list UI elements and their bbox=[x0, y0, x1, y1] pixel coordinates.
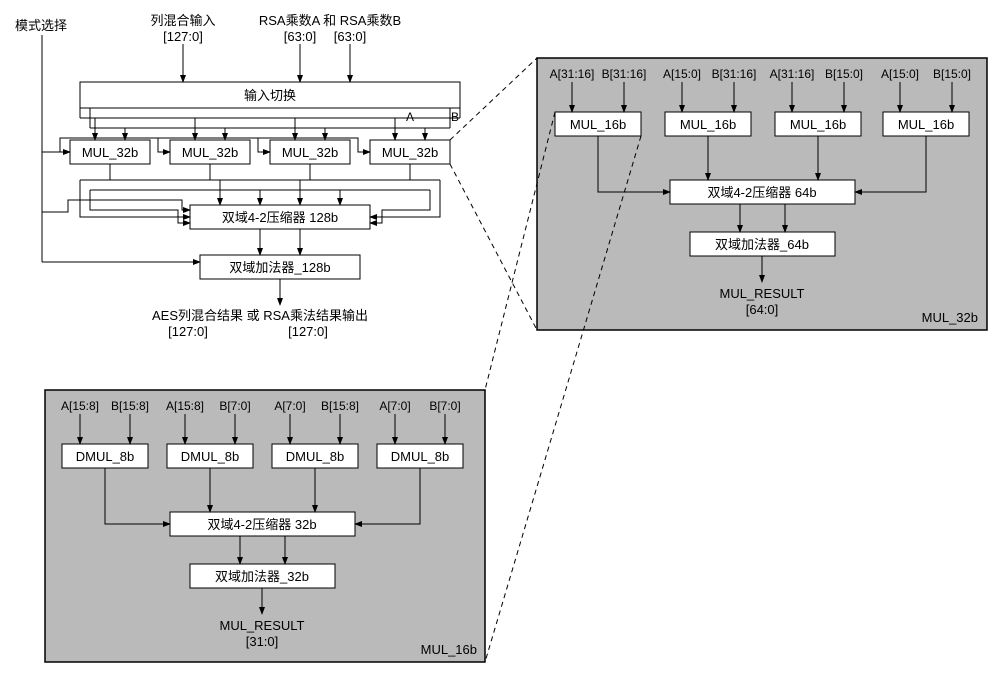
svg-text:MUL_32b: MUL_32b bbox=[182, 145, 238, 160]
svg-text:A[15:8]: A[15:8] bbox=[166, 399, 204, 413]
svg-text:B[7:0]: B[7:0] bbox=[219, 399, 250, 413]
svg-text:双域4-2压缩器 32b: 双域4-2压缩器 32b bbox=[207, 517, 316, 532]
svg-text:MUL_32b: MUL_32b bbox=[82, 145, 138, 160]
svg-text:双域加法器_64b: 双域加法器_64b bbox=[715, 237, 809, 252]
mode-select-label: 模式选择 bbox=[15, 18, 67, 33]
diagram-root: 模式选择 列混合输入 [127:0] RSA乘数A 和 RSA乘数B [63:0… bbox=[10, 10, 1000, 670]
col-mix-label: 列混合输入 bbox=[150, 13, 215, 28]
svg-text:双域4-2压缩器 128b: 双域4-2压缩器 128b bbox=[222, 210, 338, 225]
svg-text:MUL_16b: MUL_16b bbox=[898, 117, 954, 132]
svg-text:MUL_32b: MUL_32b bbox=[282, 145, 338, 160]
b-label: B bbox=[451, 110, 459, 124]
svg-text:DMUL_8b: DMUL_8b bbox=[391, 449, 450, 464]
svg-text:MUL_16b: MUL_16b bbox=[680, 117, 736, 132]
svg-text:B[15:0]: B[15:0] bbox=[933, 67, 971, 81]
svg-text:A[15:0]: A[15:0] bbox=[663, 67, 701, 81]
svg-text:A[31:16]: A[31:16] bbox=[550, 67, 595, 81]
out-label: AES列混合结果 或 RSA乘法结果输出 bbox=[152, 308, 368, 323]
a-label: A bbox=[406, 110, 414, 124]
svg-text:A[7:0]: A[7:0] bbox=[379, 399, 410, 413]
mul32-detail: MUL_32b A[31:16] B[31:16] A[15:0] B[31:1… bbox=[537, 58, 987, 330]
col-mix-bits: [127:0] bbox=[163, 29, 203, 44]
svg-text:MUL_16b: MUL_16b bbox=[790, 117, 846, 132]
svg-text:MUL_16b: MUL_16b bbox=[570, 117, 626, 132]
svg-text:B[15:0]: B[15:0] bbox=[825, 67, 863, 81]
out-bits-b: [127:0] bbox=[288, 324, 328, 339]
svg-text:双域加法器_128b: 双域加法器_128b bbox=[229, 260, 330, 275]
mul16-detail: MUL_16b A[15:8] B[15:8] A[15:8] B[7:0] A… bbox=[45, 390, 485, 662]
svg-text:MUL_RESULT: MUL_RESULT bbox=[219, 618, 304, 633]
svg-text:MUL_16b: MUL_16b bbox=[421, 642, 477, 657]
rsa-b-bits: [63:0] bbox=[334, 29, 367, 44]
rsa-label: RSA乘数A 和 RSA乘数B bbox=[259, 13, 401, 28]
svg-text:B[31:16]: B[31:16] bbox=[712, 67, 757, 81]
svg-text:[64:0]: [64:0] bbox=[746, 302, 779, 317]
out-bits-a: [127:0] bbox=[168, 324, 208, 339]
input-switch-label: 输入切换 bbox=[244, 88, 296, 103]
rsa-a-bits: [63:0] bbox=[284, 29, 317, 44]
svg-text:双域加法器_32b: 双域加法器_32b bbox=[215, 569, 309, 584]
svg-text:[31:0]: [31:0] bbox=[246, 634, 279, 649]
svg-text:A[7:0]: A[7:0] bbox=[274, 399, 305, 413]
top-diagram: 模式选择 列混合输入 [127:0] RSA乘数A 和 RSA乘数B [63:0… bbox=[15, 13, 460, 339]
svg-text:B[31:16]: B[31:16] bbox=[602, 67, 647, 81]
svg-text:DMUL_8b: DMUL_8b bbox=[286, 449, 345, 464]
svg-text:双域4-2压缩器 64b: 双域4-2压缩器 64b bbox=[707, 185, 816, 200]
connector-mul32-bot bbox=[450, 164, 537, 330]
svg-text:B[15:8]: B[15:8] bbox=[321, 399, 359, 413]
connector-mul32-top bbox=[450, 58, 537, 140]
svg-text:A[15:0]: A[15:0] bbox=[881, 67, 919, 81]
svg-text:MUL_32b: MUL_32b bbox=[922, 310, 978, 325]
svg-text:DMUL_8b: DMUL_8b bbox=[76, 449, 135, 464]
svg-text:B[15:8]: B[15:8] bbox=[111, 399, 149, 413]
svg-text:MUL_32b: MUL_32b bbox=[382, 145, 438, 160]
svg-text:B[7:0]: B[7:0] bbox=[429, 399, 460, 413]
svg-text:MUL_RESULT: MUL_RESULT bbox=[719, 286, 804, 301]
svg-text:DMUL_8b: DMUL_8b bbox=[181, 449, 240, 464]
svg-text:A[15:8]: A[15:8] bbox=[61, 399, 99, 413]
svg-text:A[31:16]: A[31:16] bbox=[770, 67, 815, 81]
